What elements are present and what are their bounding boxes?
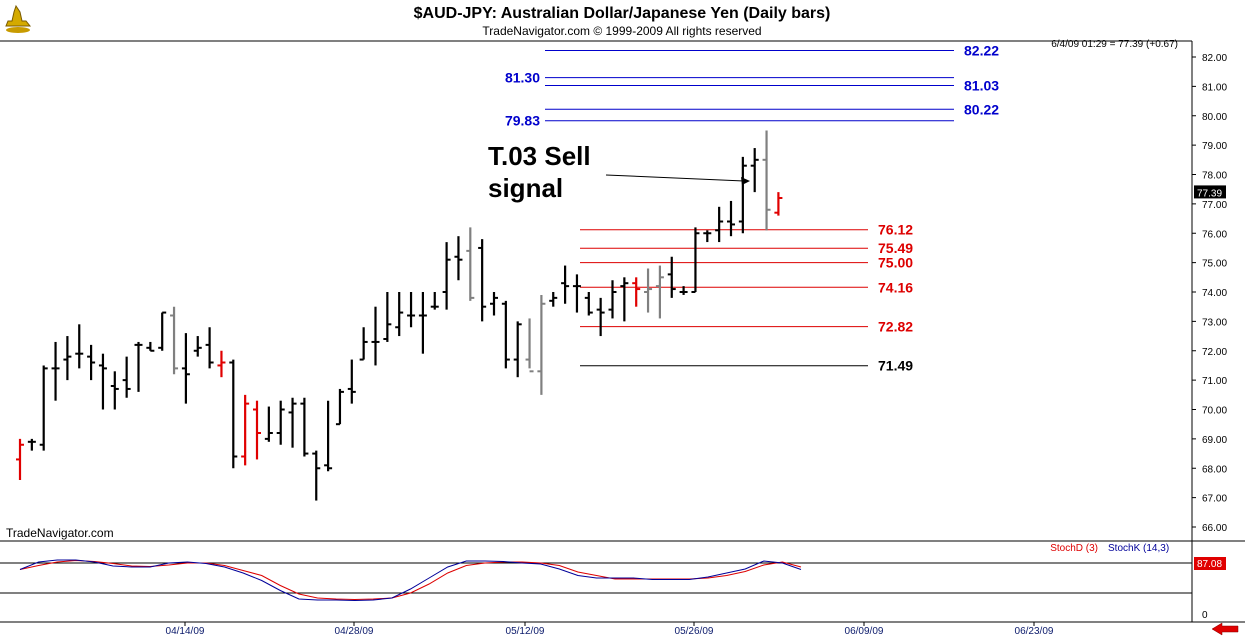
y-tick-label: 78.00 [1202, 171, 1227, 182]
y-tick-label: 74.00 [1202, 288, 1227, 299]
level-label: 81.03 [964, 77, 999, 93]
annotation-arrow [605, 174, 745, 182]
y-tick-label: 72.00 [1202, 347, 1227, 358]
copyright-subtitle: TradeNavigator.com © 1999-2009 All right… [482, 24, 761, 38]
y-tick-label: 75.00 [1202, 259, 1227, 270]
level-label: 71.49 [878, 358, 913, 374]
y-tick-label: 77.00 [1202, 200, 1227, 211]
stoch-axis-zero: 0 [1202, 610, 1208, 621]
level-label: 79.83 [505, 113, 540, 129]
stoch-line [19, 559, 802, 602]
current-price-label: 77.39 [1197, 188, 1222, 199]
y-tick-label: 79.00 [1202, 141, 1227, 152]
genie-lamp-icon [5, 4, 32, 33]
y-tick-label: 67.00 [1202, 494, 1227, 505]
y-tick-label: 81.00 [1202, 82, 1227, 93]
sell-signal-annotation: T.03 Sell signal [488, 141, 750, 203]
price-panel [0, 40, 1245, 623]
y-tick-label: 66.00 [1202, 523, 1227, 534]
y-tick-label: 73.00 [1202, 317, 1227, 328]
annotation-line-1: T.03 Sell [488, 141, 591, 171]
level-label: 82.22 [964, 43, 999, 59]
x-tick-label: 04/14/09 [166, 626, 205, 637]
stochastic-panel: StochD (3) StochK (14,3) 0 87.08 [0, 543, 1226, 621]
level-label: 75.00 [878, 255, 913, 271]
current-price-box [1194, 185, 1226, 199]
y-tick-label: 71.00 [1202, 376, 1227, 387]
y-tick-label: 70.00 [1202, 406, 1227, 417]
y-tick-label: 82.00 [1202, 53, 1227, 64]
level-label: 80.22 [964, 101, 999, 117]
scroll-left-arrow-icon[interactable] [1211, 622, 1239, 636]
price-levels: 82.22 81.30 81.03 80.22 79.83 76.12 75.4975.00… [505, 43, 999, 374]
date-axis: 04/14/09 04/28/09 05/12/09 05/26/09 06/09/09… [166, 622, 1054, 637]
chart-title: $AUD-JPY: Australian Dollar/Japanese Yen… [414, 5, 831, 22]
quote-readout: 6/4/09 01:29 = 77.39 (+0.67) [1051, 39, 1178, 50]
x-tick-label: 06/09/09 [845, 626, 884, 637]
level-label: 74.16 [878, 279, 913, 295]
x-tick-label: 06/23/09 [1015, 626, 1054, 637]
level-label: 76.12 [878, 222, 913, 238]
x-tick-label: 04/28/09 [335, 626, 374, 637]
x-tick-label: 05/12/09 [506, 626, 545, 637]
y-tick-label: 69.00 [1202, 435, 1227, 446]
y-tick-label: 76.00 [1202, 229, 1227, 240]
price-bars [16, 130, 783, 501]
y-tick-label: 80.00 [1202, 112, 1227, 123]
price-y-axis: 82.00 81.00 80.00 79.00 78.00 77.00 76.00 75.00… [1192, 53, 1227, 534]
level-label: 72.82 [878, 319, 913, 335]
stoch-current-label: 87.08 [1197, 559, 1222, 570]
annotation-line-2: signal [488, 173, 563, 203]
y-tick-label: 68.00 [1202, 464, 1227, 475]
x-tick-label: 05/26/09 [675, 626, 714, 637]
stoch-k-legend: StochK (14,3) [1108, 543, 1169, 554]
level-label: 75.49 [878, 240, 913, 256]
watermark: TradeNavigator.com [6, 526, 114, 540]
arrowhead-icon [741, 177, 750, 185]
stoch-current-box [1194, 557, 1226, 570]
level-label: 81.30 [505, 70, 540, 86]
stoch-d-legend: StochD (3) [1050, 543, 1098, 554]
